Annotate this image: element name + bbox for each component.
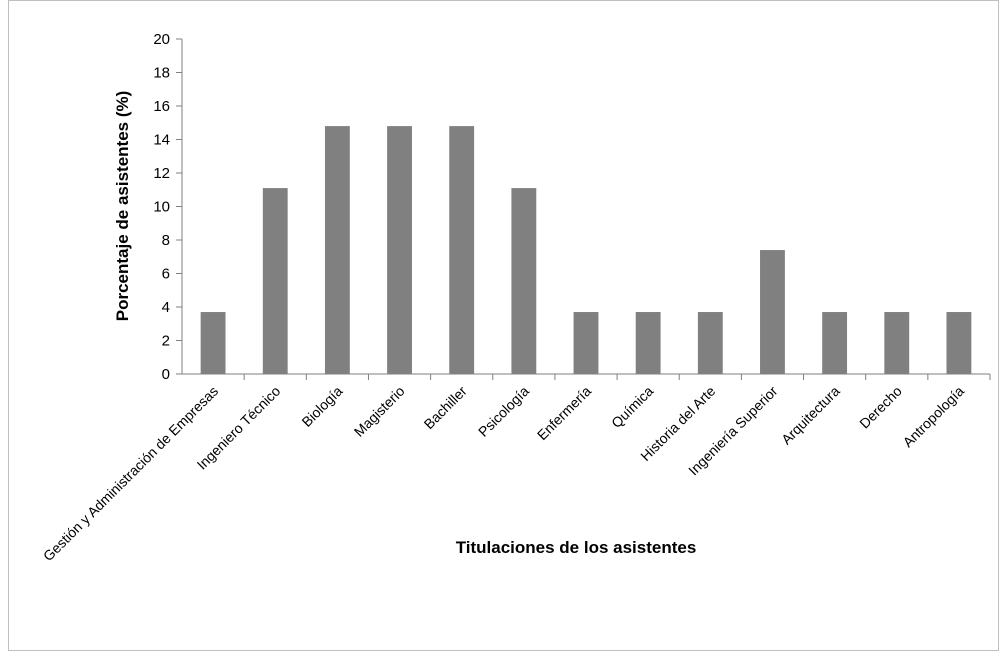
x-category-label: Biología bbox=[298, 383, 345, 430]
bar bbox=[635, 312, 661, 374]
x-category-label: Bachiller bbox=[421, 383, 471, 433]
x-axis-title: Titulaciones de los asistentes bbox=[456, 538, 697, 557]
y-tick-label: 14 bbox=[153, 132, 170, 149]
x-category-label: Química bbox=[608, 383, 656, 431]
bar bbox=[511, 188, 537, 374]
bar bbox=[697, 312, 723, 374]
bar bbox=[262, 188, 288, 374]
y-tick-label: 16 bbox=[153, 98, 170, 115]
y-tick-label: 12 bbox=[153, 165, 170, 182]
x-category-label: Antropología bbox=[900, 383, 968, 451]
bar bbox=[200, 312, 226, 374]
y-tick-label: 6 bbox=[162, 266, 170, 283]
x-category-label: Psicología bbox=[475, 383, 532, 440]
y-tick-label: 10 bbox=[153, 199, 170, 216]
bar bbox=[822, 312, 848, 374]
y-tick-label: 18 bbox=[153, 65, 170, 82]
bar bbox=[449, 126, 475, 374]
y-tick-label: 0 bbox=[162, 366, 170, 383]
x-category-label: Derecho bbox=[856, 383, 905, 432]
bar bbox=[884, 312, 910, 374]
bar bbox=[760, 250, 785, 374]
y-tick-label: 8 bbox=[162, 232, 170, 249]
bar bbox=[946, 312, 972, 374]
y-axis-title: Porcentaje de asistentes (%) bbox=[113, 91, 132, 322]
y-tick-label: 4 bbox=[162, 299, 170, 316]
bar bbox=[324, 126, 350, 374]
x-category-label: Arquitectura bbox=[778, 383, 843, 448]
y-tick-label: 2 bbox=[162, 333, 170, 350]
x-category-label: Enfermería bbox=[534, 383, 594, 443]
y-tick-label: 20 bbox=[153, 31, 170, 48]
x-category-label: Gestión y Administración de Empresas bbox=[40, 383, 221, 564]
bar bbox=[387, 126, 412, 374]
x-category-label: Magisterio bbox=[351, 383, 408, 440]
bar bbox=[573, 312, 599, 374]
